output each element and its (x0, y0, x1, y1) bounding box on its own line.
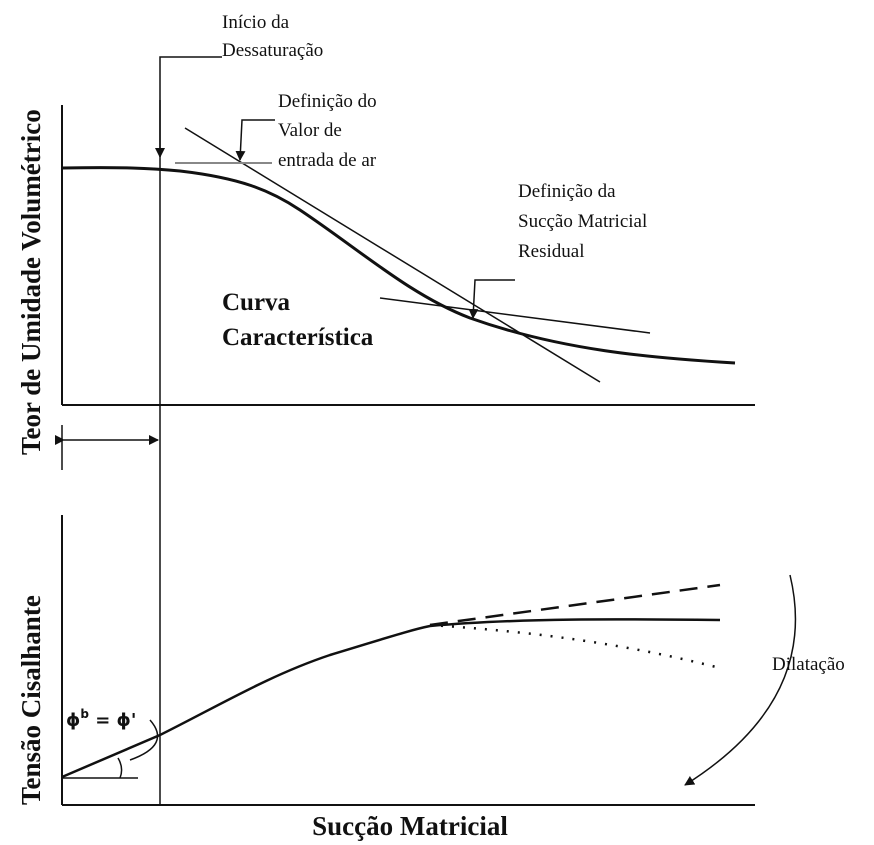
annotation: Dilatação (772, 654, 845, 675)
characteristic-curve (61, 166, 736, 365)
annotation: Valor de (278, 120, 342, 141)
dashed-curve (429, 583, 721, 627)
curve-label: Curva (222, 289, 291, 316)
y-axis-title: Tensão Cisalhante (16, 595, 46, 805)
phi-label: ϕb = ϕ' (66, 707, 136, 731)
angle-arc (117, 757, 123, 779)
annotation: Início da (222, 12, 290, 33)
annotation: Residual (518, 241, 585, 262)
annotation: Definição da (518, 181, 616, 202)
x-axis-title: Sucção Matricial (312, 811, 508, 841)
y-axis-title: Teor de Umidade Volumétrico (16, 109, 46, 455)
dotted-curve (429, 623, 721, 670)
angle-arc (129, 719, 159, 761)
leader-arrow (235, 119, 275, 161)
curve-label: Característica (222, 324, 374, 351)
shear-curve (61, 618, 721, 779)
leader-arrow (155, 56, 222, 158)
annotation: entrada de ar (278, 150, 377, 171)
annotation: Sucção Matricial (518, 211, 647, 232)
bottom-plot: Dilatação ϕb = ϕ' (61, 515, 845, 806)
dilation-arrow (684, 574, 797, 786)
top-plot: Início da Dessaturação Definição do Valo… (61, 12, 755, 406)
annotation: Definição do (278, 91, 377, 112)
tangent-line (184, 127, 601, 383)
tangent-line (379, 297, 651, 334)
leader-arrow (468, 279, 515, 319)
annotation: Dessaturação (222, 40, 323, 61)
